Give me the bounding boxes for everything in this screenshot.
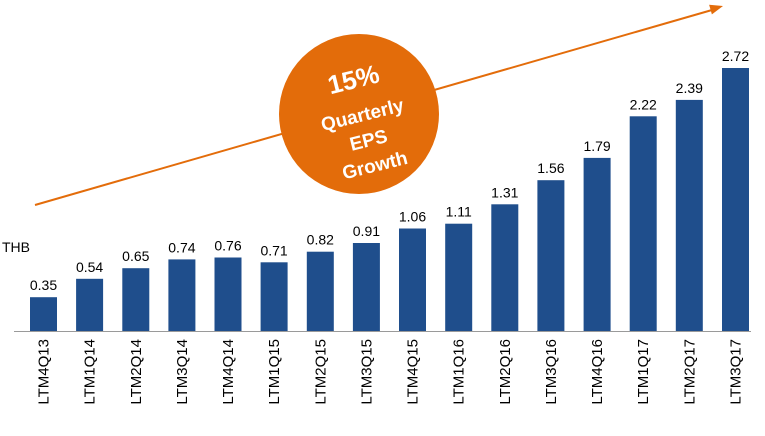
bar [76, 278, 104, 331]
x-tick-label: LTM1Q17 [635, 339, 652, 405]
x-tick-label: LTM4Q16 [589, 339, 606, 405]
x-tick-label: LTM4Q15 [405, 339, 422, 405]
x-tick-label: LTM3Q17 [728, 339, 745, 405]
x-tick-label: LTM2Q14 [128, 339, 145, 405]
x-tick-label: LTM3Q15 [358, 339, 375, 405]
data-label: 1.79 [583, 138, 610, 154]
data-label: 1.31 [491, 184, 518, 200]
data-label: 0.71 [260, 242, 287, 258]
x-tick-label: LTM2Q16 [497, 339, 514, 405]
bar [306, 251, 334, 331]
x-tick-label: LTM3Q14 [174, 339, 191, 405]
data-label: 0.65 [122, 248, 149, 264]
x-tick-label: LTM4Q14 [220, 339, 237, 405]
bar [399, 228, 426, 331]
data-label: 1.11 [446, 204, 472, 220]
x-tick-label: LTM2Q17 [681, 339, 698, 405]
bar [122, 268, 150, 331]
badge-circle [279, 34, 439, 194]
bar [445, 223, 473, 331]
x-tick-label: LTM1Q14 [82, 339, 99, 405]
x-tick-label: LTM2Q15 [312, 339, 329, 405]
y-axis-unit-label: THB [2, 239, 30, 255]
bar [352, 243, 380, 331]
data-label: 1.06 [399, 209, 426, 225]
data-label: 2.72 [722, 48, 749, 64]
data-label: 2.39 [676, 80, 703, 96]
data-label: 0.76 [214, 238, 241, 254]
bar [168, 259, 196, 331]
data-label: 0.91 [353, 223, 380, 239]
data-label: 0.35 [30, 277, 57, 293]
bar [629, 116, 657, 331]
bar [260, 262, 288, 331]
trend-arrow-head [709, 4, 723, 15]
bar [214, 257, 242, 331]
bar [491, 204, 519, 331]
x-tick-label: LTM1Q16 [451, 339, 468, 405]
data-label: 0.82 [307, 232, 334, 248]
bar [722, 68, 749, 331]
data-label: 2.22 [630, 96, 657, 112]
x-tick-label: LTM3Q16 [543, 339, 560, 405]
bar [583, 157, 611, 331]
bar [537, 180, 565, 331]
x-tick-label: LTM1Q15 [266, 339, 283, 405]
x-tick-label: LTM4Q13 [36, 339, 53, 405]
data-label: 0.74 [168, 239, 195, 255]
data-label: 1.56 [537, 160, 564, 176]
bar [30, 297, 57, 331]
bar [675, 99, 703, 332]
data-label: 0.54 [76, 259, 103, 275]
